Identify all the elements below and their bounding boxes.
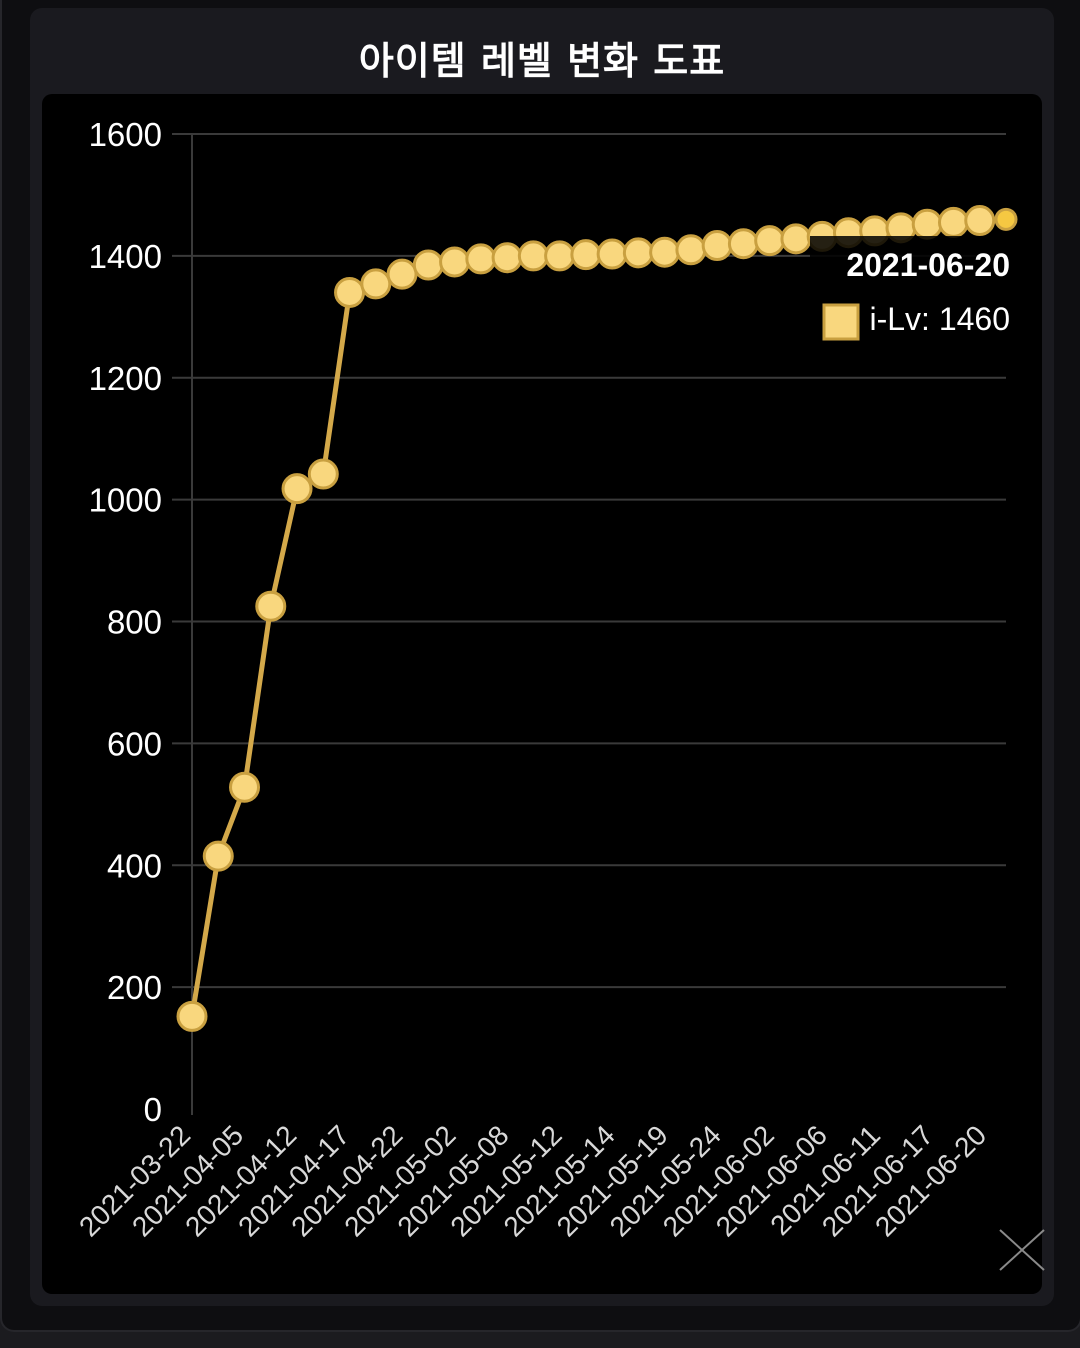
- data-point[interactable]: [911, 208, 943, 240]
- y-tick-label: 800: [107, 604, 162, 641]
- data-point[interactable]: [334, 276, 366, 308]
- y-tick-label: 600: [107, 725, 162, 762]
- data-point[interactable]: [465, 243, 497, 275]
- data-point[interactable]: [202, 840, 234, 872]
- data-point[interactable]: [412, 249, 444, 281]
- data-point[interactable]: [780, 223, 812, 255]
- data-point[interactable]: [517, 240, 549, 272]
- data-point[interactable]: [491, 242, 523, 274]
- y-tick-label: 1000: [89, 482, 162, 519]
- x-axis: 2021-03-222021-04-052021-04-122021-04-17…: [73, 1119, 992, 1242]
- data-point[interactable]: [176, 1000, 208, 1032]
- data-point[interactable]: [754, 225, 786, 257]
- close-button[interactable]: [996, 1226, 1048, 1272]
- data-point[interactable]: [596, 238, 628, 270]
- y-tick-label: 200: [107, 969, 162, 1006]
- tooltip-value: i-Lv: 1460: [869, 301, 1010, 337]
- item-level-chart: 0 200 400 600 800 1000 1200 1400 1600 2021-03-22…: [73, 116, 1018, 1243]
- data-point[interactable]: [675, 234, 707, 266]
- tooltip-swatch: [822, 303, 860, 341]
- y-tick-label: 400: [107, 847, 162, 884]
- tooltip: 2021-06-20 i-Lv: 1460: [810, 236, 1016, 348]
- data-point[interactable]: [360, 268, 392, 300]
- data-point[interactable]: [701, 230, 733, 262]
- data-point[interactable]: [964, 205, 996, 237]
- data-point[interactable]: [570, 239, 602, 271]
- y-tick-label: 1200: [89, 360, 162, 397]
- data-point[interactable]: [727, 228, 759, 260]
- data-point[interactable]: [994, 207, 1018, 231]
- data-point[interactable]: [255, 590, 287, 622]
- data-point[interactable]: [307, 458, 339, 490]
- data-point[interactable]: [229, 771, 261, 803]
- data-point[interactable]: [622, 237, 654, 269]
- data-point[interactable]: [281, 473, 313, 505]
- grid-lines: [172, 133, 1006, 989]
- y-tick-label: 0: [144, 1091, 162, 1128]
- chart-area: 0 200 400 600 800 1000 1200 1400 1600 2021-03-22…: [42, 94, 1042, 1294]
- data-point[interactable]: [544, 240, 576, 272]
- data-point[interactable]: [937, 206, 969, 238]
- tooltip-date: 2021-06-20: [846, 247, 1010, 283]
- y-tick-label: 1400: [89, 238, 162, 275]
- y-tick-label: 1600: [89, 116, 162, 153]
- page-title: 아이템 레벨 변화 도표: [358, 39, 726, 83]
- chart-panel: 아이템 레벨 변화 도표 0 200 400 600 800 1000 1200 1400 16…: [30, 8, 1054, 1306]
- data-point[interactable]: [386, 258, 418, 290]
- data-point[interactable]: [649, 236, 681, 268]
- y-axis: 0 200 400 600 800 1000 1200 1400 1600: [89, 116, 193, 1128]
- data-point[interactable]: [439, 246, 471, 278]
- series-i-lv: [176, 205, 1018, 1032]
- close-icon: [999, 1229, 1045, 1271]
